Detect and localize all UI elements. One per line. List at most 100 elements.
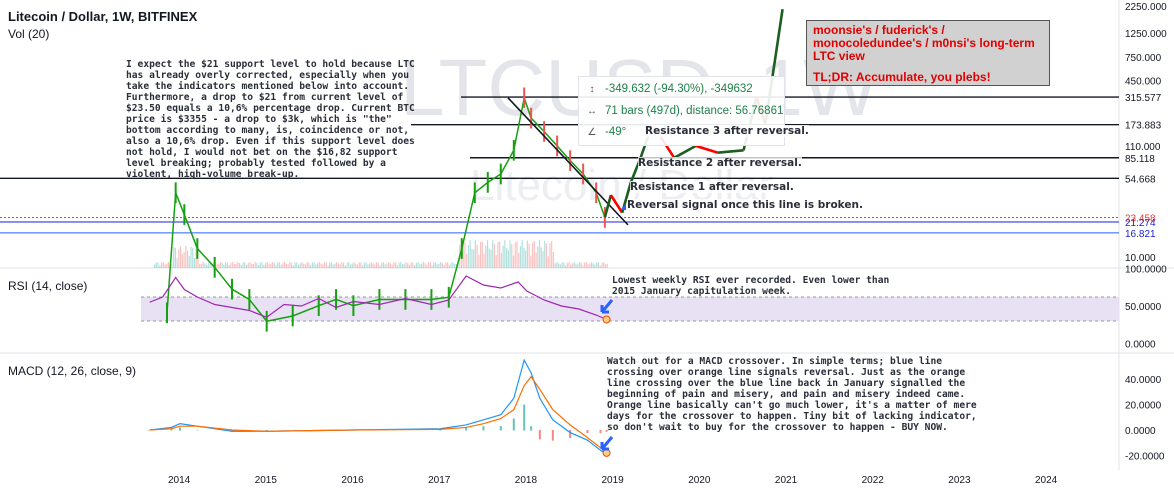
volume-bar [597, 262, 600, 268]
volume-bar [538, 240, 541, 268]
volume-bar [505, 248, 508, 268]
volume-bar [453, 263, 456, 268]
volume-bar [334, 263, 336, 268]
volume-bar [603, 262, 605, 268]
resistance-3-label: Resistance 3 after reversal. [645, 125, 809, 137]
macd-histogram-bar [148, 430, 151, 431]
volume-bar [479, 242, 482, 268]
measure-row-angle: ∠ -49° [585, 123, 627, 141]
volume-bar [336, 262, 338, 268]
symbol-title: Litecoin / Dollar, 1W, BITFINEX [8, 9, 198, 24]
volume-bar [566, 262, 568, 268]
macd-histogram-bar [569, 430, 572, 439]
volume-bar [431, 265, 433, 268]
volume-bar [530, 255, 532, 268]
note-rsi[interactable]: Lowest weekly RSI ever recorded. Even lo… [612, 275, 890, 297]
volume-bar [306, 262, 308, 268]
volume-bar [237, 262, 239, 268]
volume-bar [504, 240, 506, 268]
projection-segment [603, 194, 613, 218]
time-axis-tick: 2021 [775, 475, 798, 486]
volume-bar [511, 244, 513, 268]
volume-bar [159, 265, 161, 268]
volume-bar [599, 265, 601, 268]
volume-bar [499, 241, 501, 268]
time-axis-tick: 2015 [255, 475, 278, 486]
volume-bar [242, 262, 244, 268]
volume-bar [252, 264, 255, 268]
time-axis-tick: 2024 [1035, 475, 1058, 486]
volume-bar [545, 243, 548, 268]
volume-bar [275, 265, 277, 268]
volume-bar [519, 245, 522, 268]
volume-bar [356, 264, 359, 268]
note-main[interactable]: I expect the $21 support level to hold b… [126, 59, 421, 180]
volume-bar [287, 264, 289, 268]
volume-bar [547, 256, 549, 268]
volume-bar [585, 262, 587, 268]
volume-bar [478, 254, 480, 268]
volume-bar [582, 265, 584, 268]
measure-row-price: ↕ -349.632 (-94.30%), -349632 [585, 80, 753, 98]
volume-bar [429, 262, 431, 268]
volume-bar [273, 262, 275, 268]
volume-bar [171, 264, 173, 268]
volume-bar [308, 262, 310, 268]
volume-bar [176, 258, 178, 268]
macd-histogram-bar [538, 430, 541, 440]
horizontal-range-icon: ↔ [587, 105, 597, 117]
volume-bar [403, 263, 405, 268]
measure-price-text: -349.632 (-94.30%), -349632 [605, 83, 753, 95]
volume-bar [414, 265, 416, 268]
price-axis-tick: 2250.000 [1125, 2, 1167, 13]
volume-bar [209, 262, 211, 268]
volume-bar [563, 262, 565, 268]
time-axis-tick: 2023 [948, 475, 971, 486]
volume-bar [282, 263, 284, 268]
volume-bar [225, 262, 227, 268]
price-axis-tick: 450.000 [1125, 77, 1162, 88]
time-axis-tick: 2014 [168, 475, 191, 486]
macd-axis-tick: -20.0000 [1125, 451, 1165, 462]
callout-box[interactable]: moonsie's / fuderick's / monocoledundee'… [806, 20, 1050, 86]
volume-bar [337, 263, 339, 268]
volume-bar [471, 248, 473, 268]
time-axis-tick: 2020 [688, 475, 711, 486]
volume-bar [339, 264, 341, 268]
volume-bar [254, 262, 256, 268]
volume-bar [313, 262, 315, 268]
volume-bar [604, 264, 607, 268]
volume-bar [185, 246, 187, 268]
macd-signal-line [149, 375, 607, 454]
time-axis-tick: 2017 [428, 475, 451, 486]
volume-bar [495, 255, 497, 268]
volume-bar [462, 241, 464, 268]
volume-bar [369, 263, 371, 268]
price-level-tag: 54.668 [1125, 174, 1156, 185]
volume-bar [157, 262, 159, 268]
volume-bar [166, 263, 168, 268]
volume-bar [433, 262, 435, 268]
volume-bar [551, 240, 553, 268]
volume-bar [232, 262, 234, 268]
volume-bar [290, 262, 293, 268]
volume-bar [280, 264, 282, 268]
projection-segment [772, 9, 784, 68]
volume-bar [303, 263, 305, 268]
volume-bar [578, 262, 581, 268]
price-axis-tick: 110.000 [1125, 142, 1161, 153]
volume-bar [351, 263, 353, 268]
volume-bar [223, 264, 225, 268]
note-macd[interactable]: Watch out for a MACD crossover. In simpl… [607, 356, 983, 433]
volume-bar [155, 262, 157, 268]
volume-bar [173, 246, 175, 268]
volume-bar [230, 263, 232, 268]
macd-histogram-bar [170, 428, 173, 431]
volume-bar [447, 262, 449, 268]
volume-bar [606, 263, 608, 268]
volume-bar [285, 263, 287, 268]
volume-bar [419, 264, 421, 268]
volume-label: Vol (20) [8, 27, 50, 41]
macd-label: MACD (12, 26, close, 9) [8, 364, 137, 378]
volume-bar [410, 262, 412, 268]
